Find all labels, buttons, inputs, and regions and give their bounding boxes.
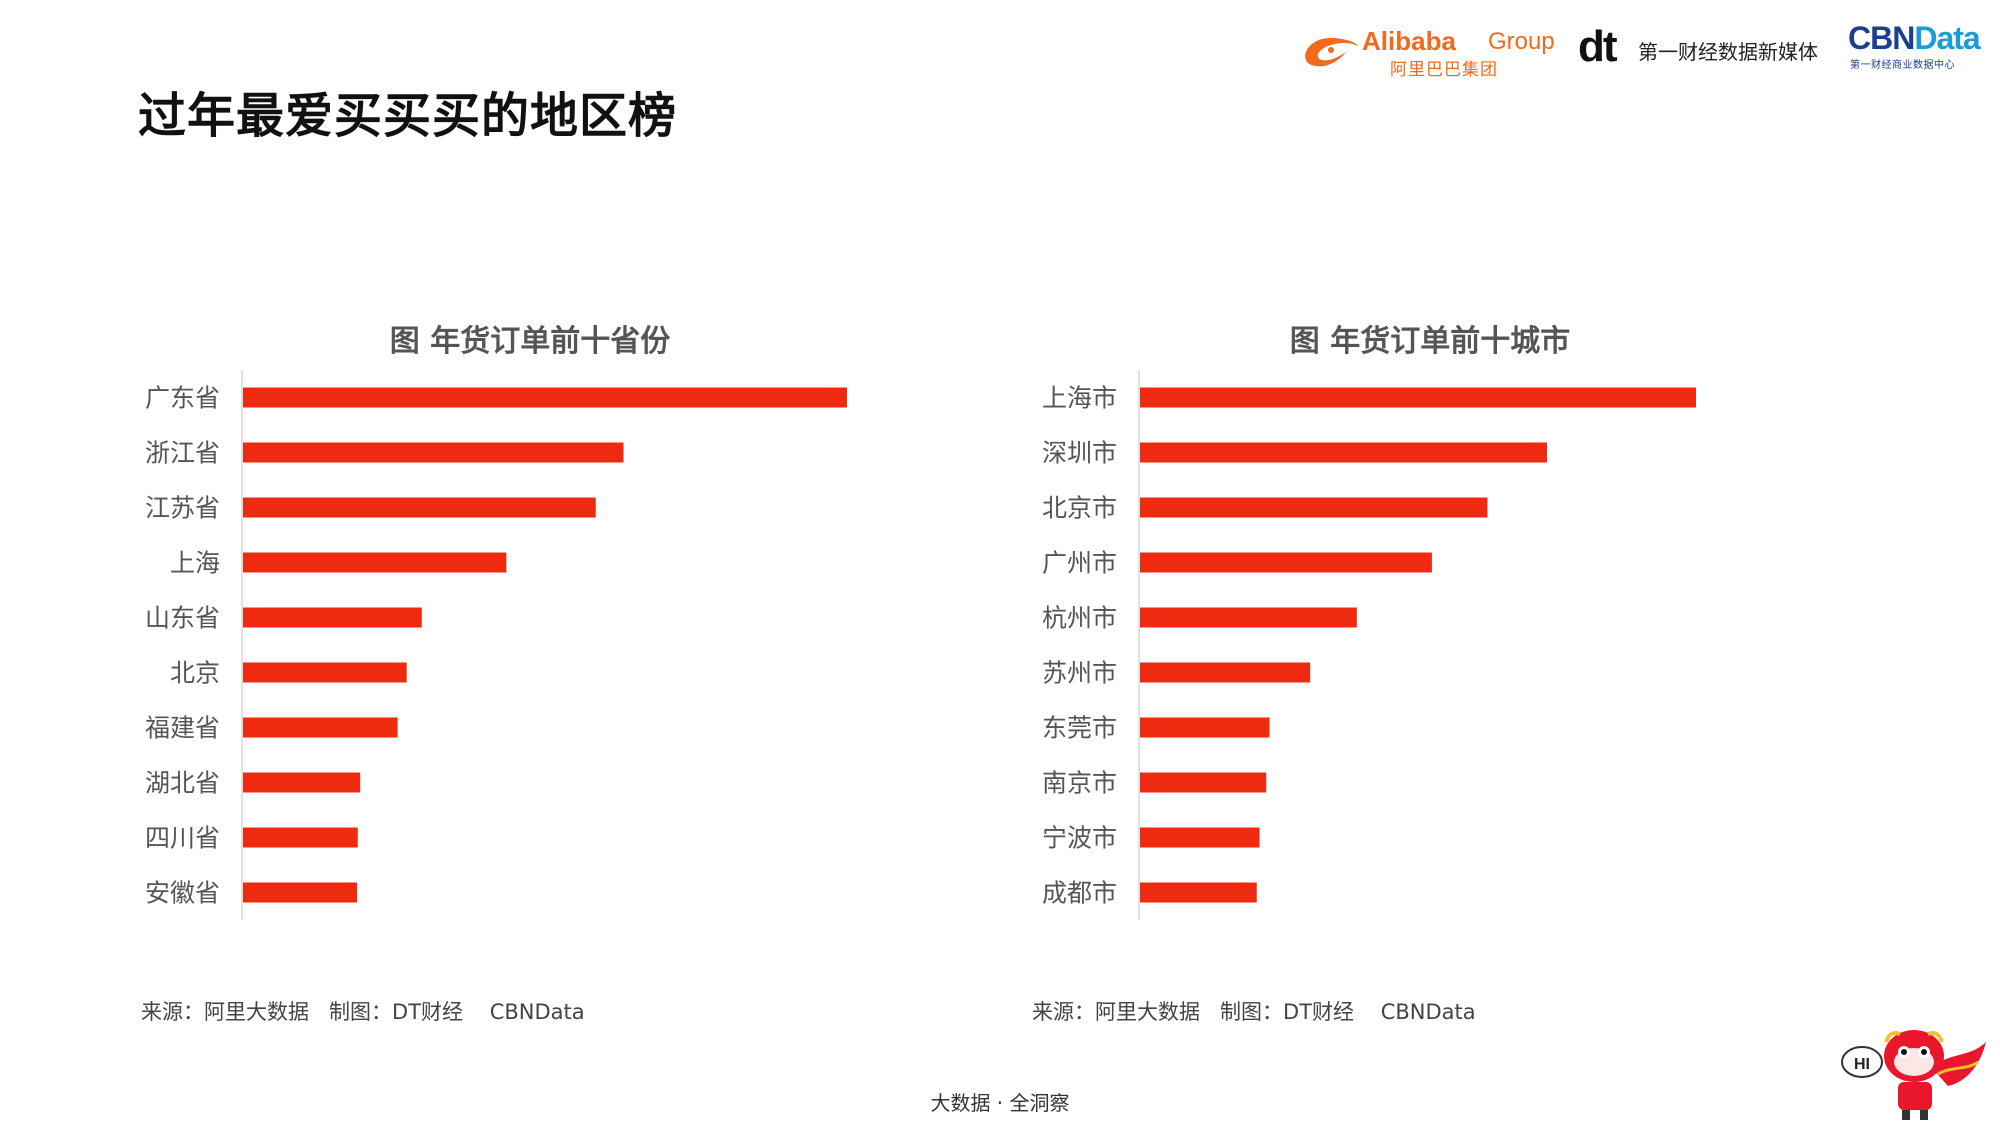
cbndata-subtitle: 第一财经商业数据中心: [1850, 60, 1955, 71]
province-category-label-8: 湖北省: [145, 769, 220, 798]
province-bar-6: [243, 662, 407, 683]
city-bar-4: [1140, 552, 1432, 573]
cbndata-logo: CBNData 第一财经商业数据中心: [1848, 20, 1998, 78]
province-category-label-6: 北京: [170, 659, 220, 688]
mascot-bubble-text: HI: [1854, 1056, 1870, 1073]
province-bar-9: [243, 827, 358, 848]
province-bar-8: [243, 772, 361, 793]
city-category-label-5: 杭州市: [1042, 604, 1117, 633]
dt-finance-logo: dt 第一财经数据新媒体: [1578, 22, 1833, 78]
city-bar-5: [1140, 607, 1357, 628]
dt-mark: dt: [1578, 22, 1618, 71]
city-bar-10: [1140, 882, 1257, 903]
province-category-label-5: 山东省: [145, 604, 220, 633]
alibaba-group-text: Group: [1488, 28, 1555, 55]
city-category-label-6: 苏州市: [1042, 659, 1117, 688]
city-bar-2: [1140, 442, 1547, 463]
province-category-label-2: 浙江省: [145, 439, 220, 468]
alibaba-name: Alibaba: [1362, 26, 1456, 56]
city-category-label-9: 宁波市: [1042, 824, 1117, 853]
city-bar-1: [1140, 387, 1696, 408]
province-category-label-10: 安徽省: [145, 879, 220, 908]
province-bar-10: [243, 882, 358, 903]
city-category-label-10: 成都市: [1042, 879, 1117, 908]
city-bar-7: [1140, 717, 1270, 738]
city-bar-8: [1140, 772, 1267, 793]
province-bar-2: [243, 442, 624, 463]
province-bar-3: [243, 497, 596, 518]
cbndata-mark: CBNData: [1848, 20, 1981, 56]
province-bar-4: [243, 552, 507, 573]
city-category-label-2: 深圳市: [1042, 439, 1117, 468]
province-category-label-3: 江苏省: [145, 494, 220, 523]
province-category-label-4: 上海: [170, 549, 220, 578]
city-category-label-4: 广州市: [1042, 549, 1117, 578]
alibaba-group-logo: Alibaba Group 阿里巴巴集团: [1300, 24, 1565, 82]
page-title: 过年最爱买买买的地区榜: [138, 88, 678, 144]
province-category-label-1: 广东省: [145, 384, 220, 413]
alibaba-swirl-icon: [1305, 38, 1358, 67]
lion-dance-mascot-icon: HI: [1841, 1030, 1986, 1120]
province-bar-1: [243, 387, 847, 408]
partner-logos: Alibaba Group 阿里巴巴集团 dt 第一财经数据新媒体 CBNDat…: [1000, 18, 2000, 80]
city-chart-title: 图 年货订单前十城市: [1289, 324, 1571, 359]
alibaba-cn-text: 阿里巴巴集团: [1390, 60, 1498, 80]
city-bar-9: [1140, 827, 1260, 848]
province-chart-source: 来源：阿里大数据 制图：DT财经 CBNData: [141, 1000, 585, 1024]
province-chart-title: 图 年货订单前十省份: [389, 324, 671, 359]
city-chart-source: 来源：阿里大数据 制图：DT财经 CBNData: [1032, 1000, 1476, 1024]
dt-logo-text: 第一财经数据新媒体: [1638, 40, 1818, 64]
city-category-label-1: 上海市: [1042, 384, 1117, 413]
city-category-label-3: 北京市: [1042, 494, 1117, 523]
province-category-label-9: 四川省: [145, 824, 220, 853]
city-bar-6: [1140, 662, 1311, 683]
province-category-label-7: 福建省: [145, 714, 220, 743]
city-category-label-7: 东莞市: [1042, 714, 1117, 743]
province-bar-5: [243, 607, 422, 628]
province-bar-7: [243, 717, 398, 738]
city-bar-3: [1140, 497, 1488, 518]
city-category-label-8: 南京市: [1042, 769, 1117, 798]
page-footer: 大数据 · 全洞察: [930, 1091, 1070, 1115]
